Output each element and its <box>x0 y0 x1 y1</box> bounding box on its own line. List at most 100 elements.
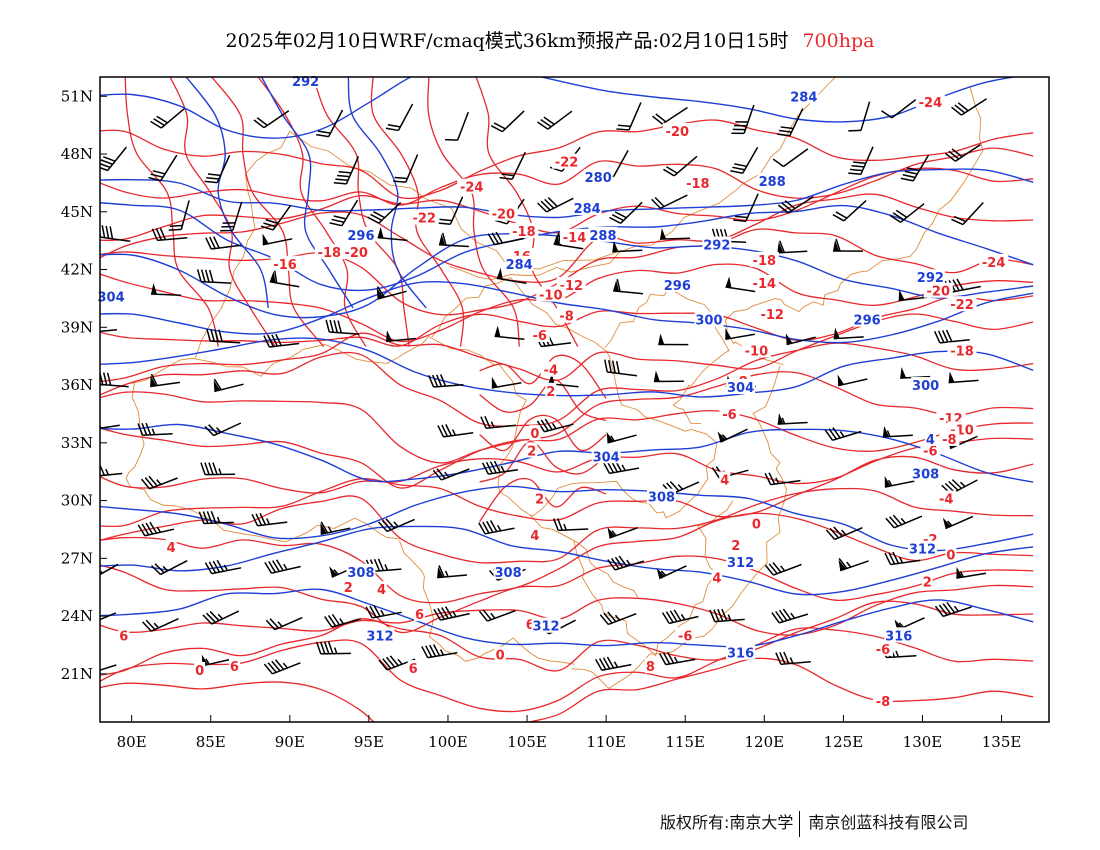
height-contour-label: 296 <box>664 279 691 294</box>
wind-barb <box>377 226 408 242</box>
temperature-contour-label: -20 <box>927 285 951 300</box>
wind-barb <box>264 559 301 574</box>
wind-barb <box>100 612 117 626</box>
temperature-contour-label: -18 <box>753 254 777 269</box>
temperature-contour-label: 6 <box>415 608 424 623</box>
wind-barb <box>263 659 301 675</box>
contour-label-bg <box>915 269 945 285</box>
contour-label-bg <box>730 536 742 552</box>
wind-barb <box>150 560 188 576</box>
wind-barb <box>764 561 802 576</box>
temperature-contour-label: 2 <box>527 445 536 460</box>
wind-barb <box>772 148 809 168</box>
temperature-contour <box>475 77 579 347</box>
wind-barb <box>884 475 915 488</box>
height-contour-label: 308 <box>648 491 675 506</box>
contour-label-bg <box>662 276 692 292</box>
height-contour-label: 4 <box>926 433 935 448</box>
y-tick-label: 33N <box>61 434 93 452</box>
wind-barb <box>785 333 816 346</box>
contour-label-bg <box>936 490 957 506</box>
contour-label-bg <box>711 569 723 585</box>
temperature-contour-label: -22 <box>950 298 974 313</box>
contour-label-bg <box>939 430 960 446</box>
contour-labels: -24-20-22-18-24-20-22-18-14-18-20-16-16-… <box>96 72 1009 710</box>
wind-barb <box>428 374 464 388</box>
wind-barb <box>771 608 809 624</box>
temperature-contour-label: -20 <box>666 125 690 140</box>
temperature-contour-label: -18 <box>950 344 974 359</box>
height-contour-label: 316 <box>727 647 754 662</box>
temperature-contour-label: 4 <box>712 572 721 587</box>
title-main: 2025年02月10日WRF/cmaq模式36km预报产品:02月10日15时 <box>225 30 789 52</box>
copyright-divider <box>799 810 801 837</box>
temperature-contour-label: 6 <box>409 662 418 677</box>
wind-barb <box>150 283 182 296</box>
height-contour <box>347 77 427 309</box>
temperature-contour-label: 8 <box>646 660 655 675</box>
temperature-contour <box>479 414 607 452</box>
wind-barb <box>656 565 687 580</box>
y-tick-label: 24N <box>61 607 93 625</box>
y-tick-label: 36N <box>61 376 93 394</box>
x-tick-label: 115E <box>665 733 705 751</box>
contour-label-bg <box>346 563 376 579</box>
temperature-contour <box>479 440 607 483</box>
wind-barb <box>253 110 290 129</box>
contour-label-bg <box>936 409 966 425</box>
wind-barb <box>320 521 351 535</box>
wind-barb <box>658 333 689 346</box>
wind-barb <box>385 330 416 343</box>
wind-barb <box>777 240 808 254</box>
contour-label-bg <box>921 573 933 589</box>
wind-barb <box>333 156 360 185</box>
height-contour-label: 288 <box>759 175 786 190</box>
wind-barb <box>168 200 190 231</box>
height-contour-label: 312 <box>366 629 393 644</box>
temperature-contour-label: -22 <box>555 156 579 171</box>
contour-label-bg <box>591 448 621 464</box>
wind-barb <box>777 108 804 137</box>
height-contour-label: 300 <box>912 379 939 394</box>
contour-label-bg <box>588 226 618 242</box>
contour-label-bg <box>552 153 582 169</box>
temperature-contour-label: 0 <box>946 548 955 563</box>
wind-barb <box>206 328 241 344</box>
wind-barb <box>733 193 759 222</box>
x-tick-label: 90E <box>275 733 305 751</box>
province-border <box>604 283 730 425</box>
contour-label-bg <box>694 311 724 327</box>
wind-barb <box>262 233 293 246</box>
temperature-contour-label: -8 <box>942 433 956 448</box>
x-tick-label: 80E <box>117 733 147 751</box>
wind-barb <box>933 329 970 344</box>
wind-barb <box>480 415 516 429</box>
temperature-contour-label: -20 <box>492 208 516 223</box>
map-frame <box>99 76 1050 723</box>
contour-label-bg <box>923 282 953 298</box>
height-contour <box>100 588 1034 648</box>
contour-label-bg <box>341 244 371 260</box>
contour-label-bg <box>536 286 566 302</box>
wind-barb <box>606 431 637 444</box>
temperature-contour <box>100 371 1034 464</box>
wind-barb <box>329 199 359 227</box>
wind-barb <box>536 418 574 433</box>
contour-label-bg <box>757 305 787 321</box>
contour-label-bg <box>509 223 539 239</box>
wind-barb <box>432 468 470 481</box>
wind-barb <box>848 101 871 132</box>
wind-barb <box>651 194 688 209</box>
contour-label-bg <box>749 275 779 291</box>
wind-barb <box>220 201 243 232</box>
wind-barb <box>832 238 864 252</box>
wind-barb <box>437 565 468 579</box>
province-border <box>724 86 984 366</box>
wind-barb <box>607 555 645 571</box>
y-tick-label: 42N <box>61 261 93 279</box>
wind-barb <box>944 143 981 162</box>
contour-label-bg <box>529 327 550 342</box>
contour-label-bg <box>534 490 546 506</box>
temperature-contour-label: 0 <box>195 664 204 679</box>
